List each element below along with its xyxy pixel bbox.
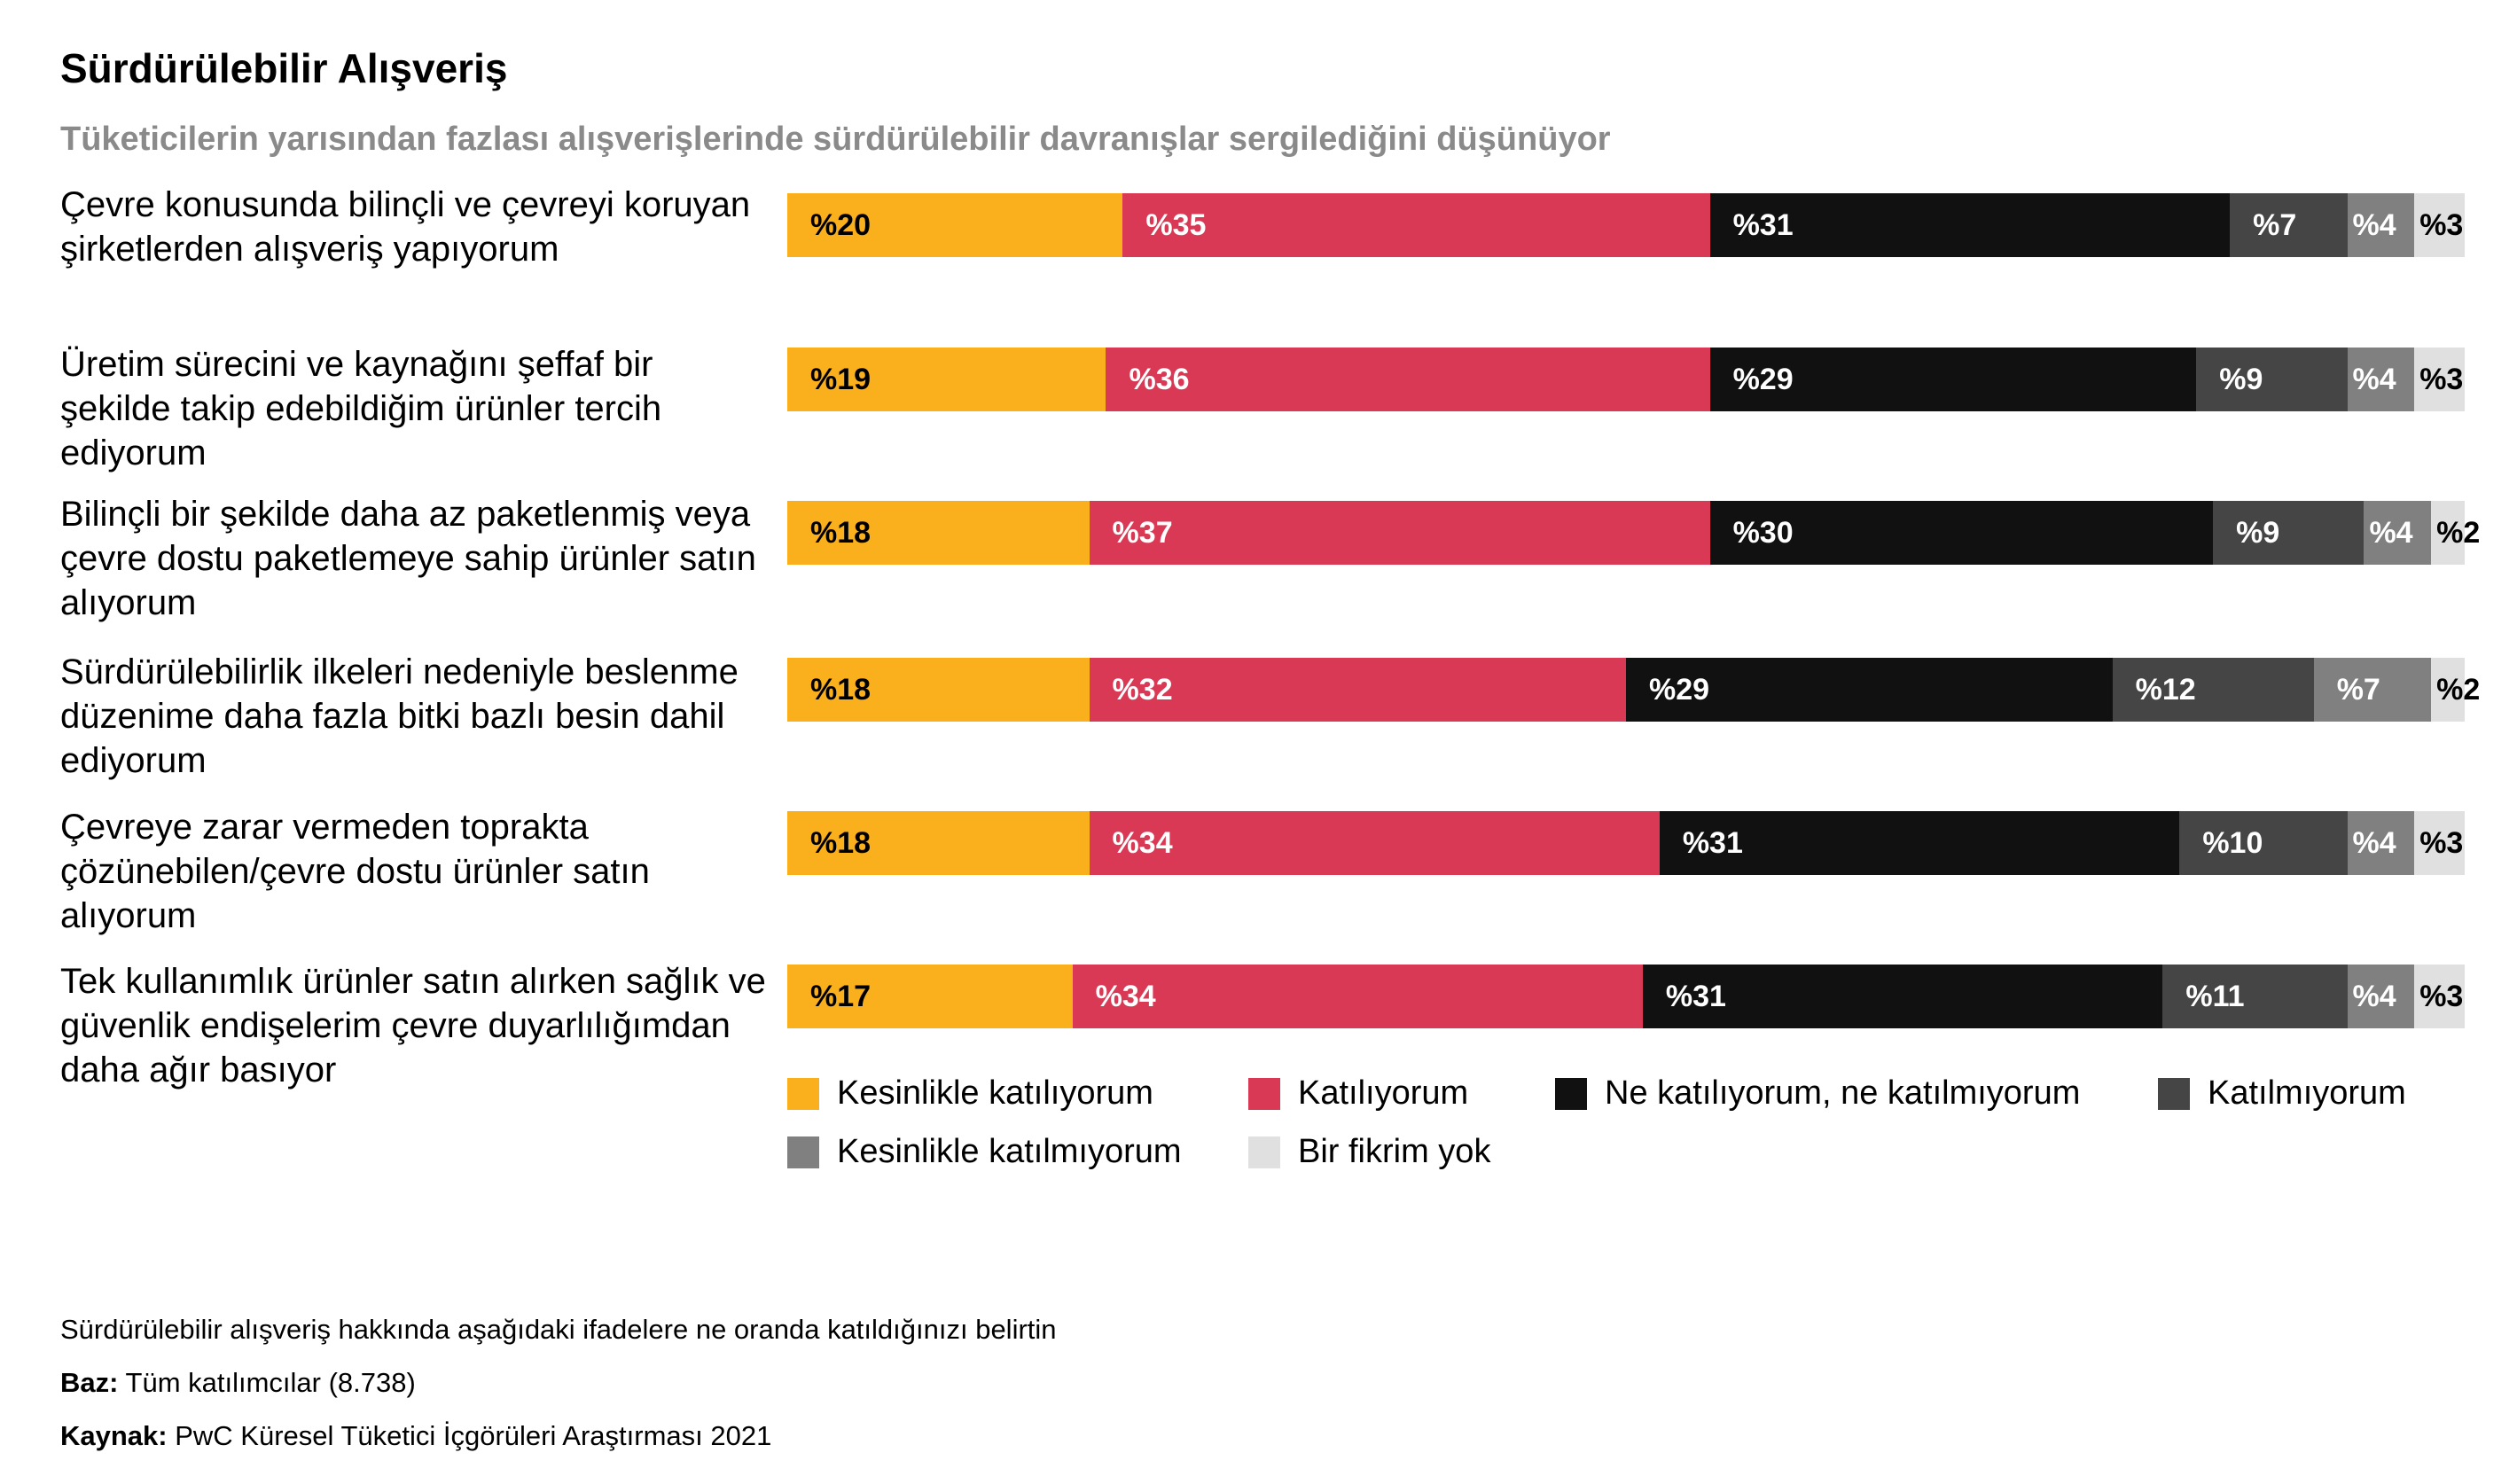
bar-segment-strongly-agree: %19	[787, 348, 1106, 411]
footnotes: Sürdürülebilir alışveriş hakkında aşağıd…	[60, 1303, 1057, 1463]
bar-segment-strongly-agree: %18	[787, 811, 1090, 875]
bar-segment-no-opinion: %3	[2414, 193, 2465, 257]
bar-segment-no-opinion: %3	[2414, 348, 2465, 411]
bar-segment-no-opinion: %2	[2431, 658, 2480, 722]
bar-segment-strongly-agree: %20	[787, 193, 1123, 257]
stacked-bar: %18 %32 %29 %12 %7 %2	[787, 658, 2480, 722]
legend-label: Bir fikrim yok	[1298, 1133, 1491, 1170]
legend-item-strongly-disagree: Kesinlikle katılmıyorum	[787, 1133, 1182, 1171]
legend-label: Kesinlikle katılmıyorum	[837, 1133, 1182, 1170]
survey-question: Sürdürülebilir alışveriş hakkında aşağıd…	[60, 1314, 1057, 1345]
stacked-bar: %20 %35 %31 %7 %4 %3	[787, 193, 2465, 257]
bar-segment-agree: %37	[1089, 501, 1710, 565]
bar-segment-strongly-agree: %18	[787, 658, 1090, 722]
legend-item-no-opinion: Bir fikrim yok	[1248, 1133, 1490, 1171]
row-label: Sürdürülebilirlik ilkeleri nedeniyle bes…	[60, 652, 739, 780]
stacked-bar: %18 %34 %31 %10 %4 %3	[787, 811, 2465, 875]
legend-item-agree: Katılıyorum	[1248, 1074, 1468, 1113]
bar-segment-agree: %32	[1089, 658, 1626, 722]
legend-item-neutral: Ne katılıyorum, ne katılmıyorum	[1555, 1074, 2080, 1113]
row-label: Çevreye zarar vermeden toprakta çözünebi…	[60, 808, 650, 935]
legend-swatch	[787, 1136, 819, 1168]
stacked-bar: %18 %37 %30 %9 %4 %2	[787, 501, 2480, 565]
base-note: Baz: Tüm katılımcılar (8.738)	[60, 1356, 1057, 1410]
row-label: Tek kullanımlık ürünler satın alırken sa…	[60, 962, 766, 1090]
bar-segment-strongly-disagree: %4	[2347, 348, 2415, 411]
bar-segment-agree: %36	[1106, 348, 1710, 411]
legend-label: Katılıyorum	[1298, 1074, 1469, 1112]
bar-segment-disagree: %9	[2213, 501, 2365, 565]
bar-segment-agree: %34	[1072, 965, 1643, 1028]
legend-swatch	[787, 1077, 819, 1110]
stacked-bar: %17 %34 %31 %11 %4 %3	[787, 965, 2465, 1028]
row-label: Bilinçli bir şekilde daha az paketlenmiş…	[60, 495, 756, 622]
row-label: Üretim sürecini ve kaynağını şeffaf bir …	[60, 345, 662, 473]
bar-segment-strongly-disagree: %4	[2347, 811, 2415, 875]
chart-title: Sürdürülebilir Alışveriş	[60, 45, 508, 91]
bar-segment-neutral: %29	[1709, 348, 2197, 411]
legend-swatch	[1248, 1136, 1280, 1168]
bar-segment-strongly-agree: %18	[787, 501, 1090, 565]
bar-segment-strongly-agree: %17	[787, 965, 1073, 1028]
bar-segment-disagree: %10	[2179, 811, 2348, 875]
bar-segment-no-opinion: %3	[2414, 965, 2465, 1028]
base-value: Tüm katılımcılar (8.738)	[125, 1367, 416, 1398]
bar-segment-neutral: %31	[1659, 811, 2180, 875]
bar-segment-neutral: %30	[1709, 501, 2214, 565]
legend-swatch	[1555, 1077, 1587, 1110]
bar-segment-strongly-disagree: %4	[2347, 965, 2415, 1028]
bar-segment-neutral: %31	[1642, 965, 2163, 1028]
legend-label: Ne katılıyorum, ne katılmıyorum	[1605, 1074, 2081, 1112]
bar-segment-disagree: %11	[2162, 965, 2348, 1028]
legend-item-strongly-agree: Kesinlikle katılıyorum	[787, 1074, 1153, 1113]
legend-label: Kesinlikle katılıyorum	[837, 1074, 1153, 1112]
bar-segment-strongly-disagree: %4	[2364, 501, 2432, 565]
stacked-bar: %19 %36 %29 %9 %4 %3	[787, 348, 2465, 411]
bar-segment-no-opinion: %2	[2431, 501, 2480, 565]
chart-subtitle: Tüketicilerin yarısından fazlası alışver…	[60, 121, 1611, 158]
bar-segment-disagree: %9	[2196, 348, 2348, 411]
bar-segment-disagree: %7	[2230, 193, 2348, 257]
bar-segment-neutral: %31	[1709, 193, 2231, 257]
bar-segment-no-opinion: %3	[2414, 811, 2465, 875]
source-note: Kaynak: PwC Küresel Tüketici İçgörüleri …	[60, 1410, 1057, 1463]
source-label: Kaynak:	[60, 1420, 168, 1451]
bar-segment-agree: %35	[1122, 193, 1710, 257]
legend-swatch	[2158, 1077, 2190, 1110]
legend-swatch	[1248, 1077, 1280, 1110]
bar-segment-strongly-disagree: %4	[2347, 193, 2415, 257]
legend-label: Katılmıyorum	[2208, 1074, 2406, 1112]
row-label: Çevre konusunda bilinçli ve çevreyi koru…	[60, 185, 751, 269]
legend-item-disagree: Katılmıyorum	[2158, 1074, 2406, 1113]
bar-segment-strongly-disagree: %7	[2313, 658, 2432, 722]
bar-segment-disagree: %12	[2112, 658, 2314, 722]
bar-segment-agree: %34	[1089, 811, 1660, 875]
bar-segment-neutral: %29	[1625, 658, 2113, 722]
base-label: Baz:	[60, 1367, 119, 1398]
source-value: PwC Küresel Tüketici İçgörüleri Araştırm…	[175, 1420, 772, 1451]
